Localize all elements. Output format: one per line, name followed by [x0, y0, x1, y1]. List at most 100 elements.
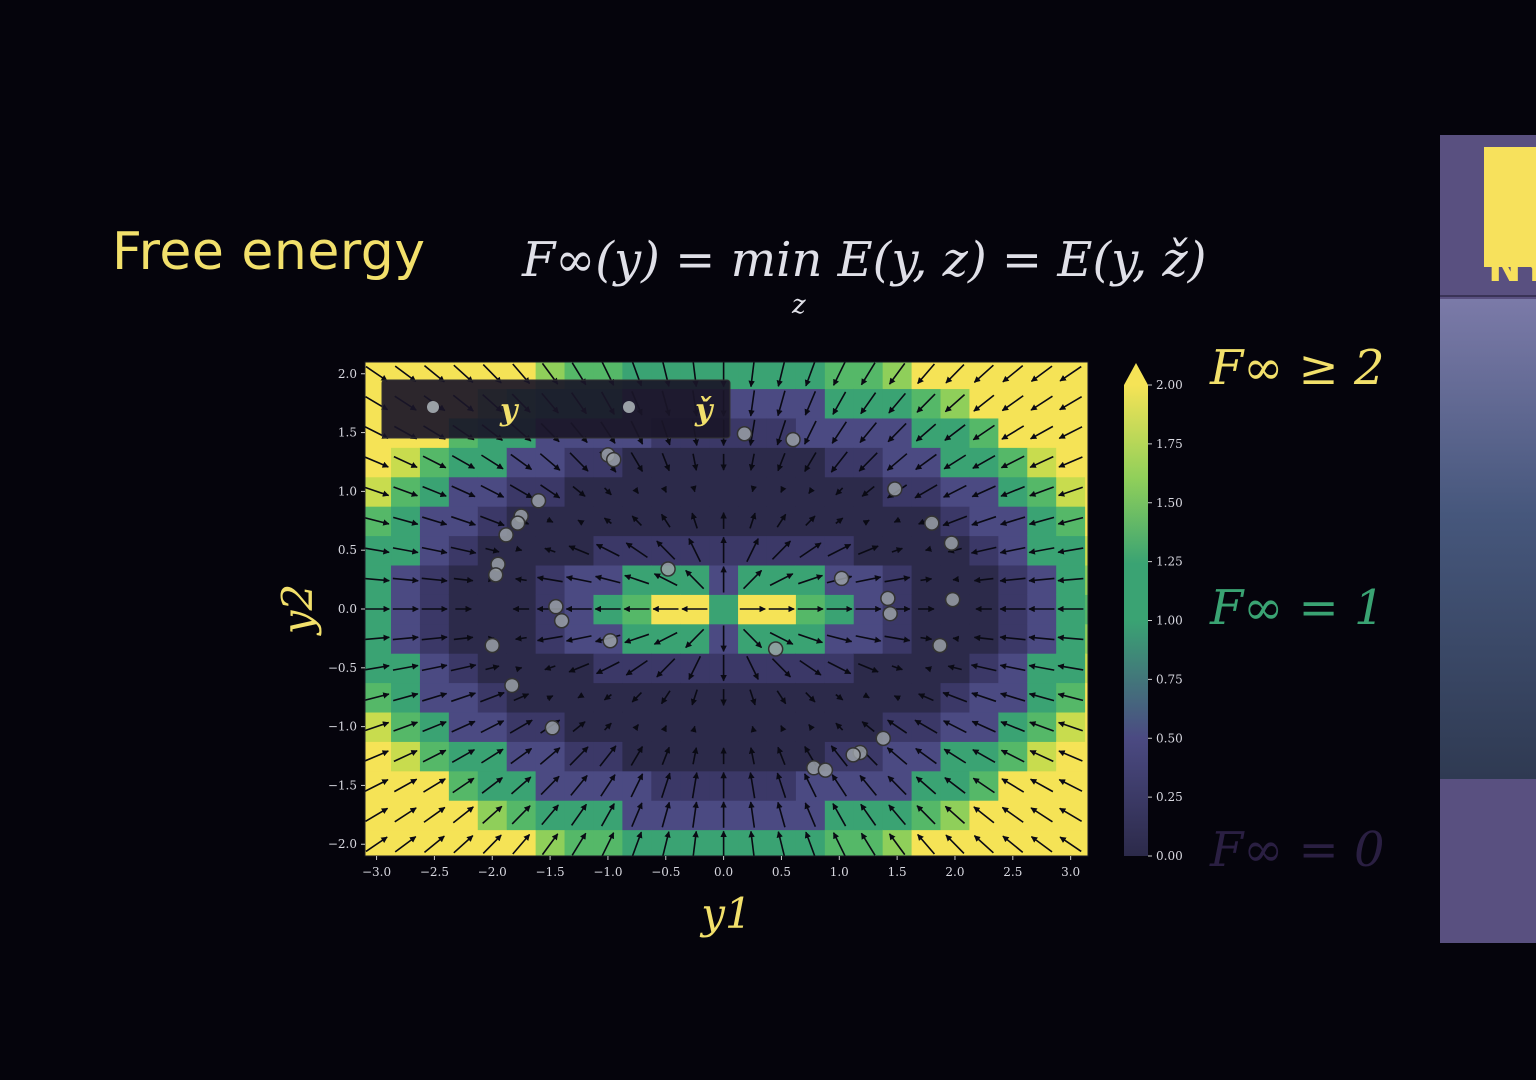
heat-cell	[477, 594, 508, 625]
y-tick-label: 0.0	[338, 602, 357, 616]
x-tick-label: 3.0	[1061, 865, 1080, 879]
legend-marker-ycheck	[623, 401, 635, 413]
quiver-arrow	[565, 635, 592, 643]
quiver-arrow	[509, 484, 533, 499]
quiver-arrow	[423, 778, 446, 793]
quiver-arrow	[1001, 778, 1025, 793]
quiver-arrow	[452, 777, 475, 794]
heat-cell	[477, 829, 508, 856]
quiver-arrow	[1028, 663, 1055, 671]
quiver-arrow	[630, 452, 644, 472]
quiver-arrow	[916, 805, 936, 825]
quiver-arrow	[540, 775, 560, 796]
quiver-arrow	[603, 693, 612, 701]
heat-cell	[651, 330, 681, 360]
heat-cell	[911, 829, 942, 856]
quiver-arrow	[603, 517, 612, 525]
quiver-arrow	[423, 835, 445, 853]
heat-cell	[853, 362, 884, 390]
quiver-arrow	[692, 747, 699, 765]
divider	[1440, 295, 1536, 297]
data-point	[785, 431, 801, 448]
quiver-arrow	[1000, 516, 1026, 526]
quiver-arrow	[944, 777, 966, 794]
quiver-arrow	[746, 655, 759, 680]
quiver-arrow	[393, 455, 418, 469]
quiver-arrow	[832, 803, 847, 827]
quiver-arrow	[970, 546, 997, 555]
quiver-arrow	[570, 803, 588, 826]
quiver-arrow	[1000, 749, 1025, 763]
quiver-arrow	[510, 453, 533, 471]
heat-cell	[449, 330, 479, 360]
heat-cell	[969, 330, 999, 360]
quiver-arrow	[421, 577, 448, 584]
quiver-arrow	[832, 832, 846, 856]
quiver-arrow	[365, 807, 389, 823]
quiver-arrow	[1028, 577, 1055, 584]
legend-label-y: y	[499, 393, 520, 428]
quiver-arrow	[392, 634, 419, 641]
heat-cell	[709, 330, 739, 360]
y-tick-label: 1.0	[338, 484, 357, 498]
quiver-arrow	[423, 806, 446, 823]
quiver-arrow	[450, 515, 477, 527]
data-point	[544, 720, 561, 736]
data-point	[944, 591, 961, 608]
quiver-arrow	[944, 394, 966, 413]
quiver-arrow	[512, 833, 531, 855]
data-point	[767, 641, 784, 657]
quiver-arrow	[1029, 749, 1054, 763]
quiver-arrow	[970, 663, 997, 672]
quiver-arrow	[601, 832, 615, 856]
heat-cell	[1085, 653, 1088, 684]
legend-box	[381, 379, 731, 439]
quiver-arrow	[804, 362, 816, 387]
heat-cell	[941, 330, 971, 360]
heat-cell	[536, 330, 566, 360]
logo-text: NY	[1488, 245, 1536, 291]
quiver-arrow	[835, 487, 844, 496]
quiver-arrow	[832, 362, 846, 386]
quiver-arrow	[365, 456, 389, 468]
colorbar-tick-label: 2.00	[1156, 378, 1183, 392]
quiver-arrow	[577, 519, 585, 526]
heat-cell	[709, 711, 739, 742]
heat-cell	[362, 330, 392, 360]
quiver-arrow	[943, 720, 967, 734]
quiver-arrow	[886, 453, 908, 471]
quiver-arrow	[862, 692, 870, 699]
data-point	[880, 590, 896, 607]
quiver-arrow	[830, 451, 848, 473]
quiver-arrow	[625, 542, 648, 559]
quiver-arrow	[392, 547, 419, 555]
quiver-arrow	[943, 748, 967, 764]
quiver-arrow	[915, 453, 937, 471]
quiver-arrow	[482, 834, 502, 854]
quiver-arrow	[624, 574, 650, 585]
quiver-arrow	[857, 663, 879, 673]
heat-cell	[824, 362, 855, 390]
data-point	[504, 677, 520, 694]
quiver-arrow	[572, 485, 586, 497]
quiver-arrow	[631, 691, 643, 703]
quiver-arrow	[1002, 835, 1024, 853]
heat-cell	[420, 330, 450, 360]
heat-cell	[1085, 682, 1088, 713]
quiver-arrow	[570, 774, 588, 796]
heat-cell	[1085, 623, 1088, 654]
quiver-arrow	[568, 545, 590, 555]
quiver-arrow	[1057, 486, 1083, 497]
quiver-arrow	[365, 576, 390, 584]
quiver-arrow	[536, 635, 563, 643]
y-tick-label: 2.0	[338, 367, 357, 381]
data-point	[817, 762, 834, 778]
quiver-arrow	[944, 805, 966, 824]
quiver-arrow	[776, 362, 786, 387]
quiver-arrow	[835, 722, 844, 731]
quiver-arrow	[1000, 721, 1025, 733]
heat-cell	[912, 330, 942, 360]
annotation-fe0: F∞ = 0	[1210, 822, 1385, 878]
quiver-arrow	[832, 391, 847, 415]
quiver-arrow	[661, 746, 671, 766]
